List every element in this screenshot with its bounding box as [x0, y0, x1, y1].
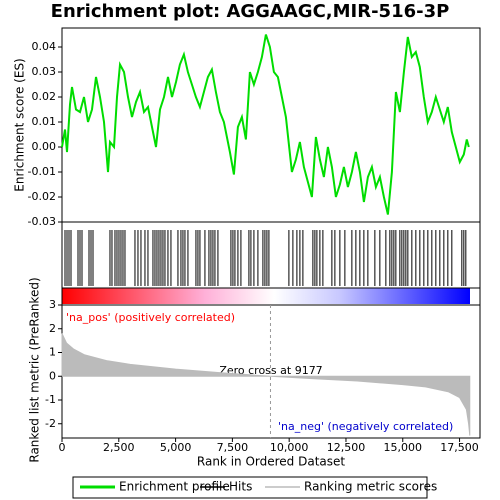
y-tick-label: -2	[45, 417, 56, 430]
legend-label: Enrichment profile	[119, 480, 230, 494]
y-axis-label: Enrichment score (ES)	[13, 58, 27, 191]
x-tick-label: 2,500	[103, 441, 135, 454]
x-tick-label: 15,000	[384, 441, 423, 454]
y-tick-label: 0.00	[32, 140, 57, 153]
y-tick-label: 0	[49, 369, 56, 382]
y-tick-label: 3	[49, 298, 56, 311]
metric-area	[61, 333, 471, 436]
legend-label: Ranking metric scores	[304, 480, 437, 494]
rank-gradient	[62, 288, 470, 304]
annotation: Zero cross at 9177	[219, 364, 322, 377]
x-tick-label: 17,500	[440, 441, 479, 454]
y-tick-label: 0.04	[32, 40, 57, 53]
y-axis-label: Ranked list metric (PreRanked)	[28, 277, 42, 462]
chart-title: Enrichment plot: AGGAAGC,MIR-516-3P	[51, 1, 450, 22]
y-tick-label: 0.02	[32, 90, 57, 103]
y-tick-label: 0.03	[32, 65, 57, 78]
y-tick-label: 1	[49, 346, 56, 359]
legend-label: Hits	[229, 480, 252, 494]
y-tick-label: 2	[49, 322, 56, 335]
annotation: 'na_neg' (negatively correlated)	[278, 420, 453, 433]
y-tick-label: -0.02	[28, 190, 56, 203]
es-line	[61, 34, 470, 215]
annotation: 'na_pos' (positively correlated)	[66, 311, 235, 324]
y-tick-label: -1	[45, 393, 56, 406]
x-tick-label: 7,500	[217, 441, 249, 454]
x-tick-label: 0	[59, 441, 66, 454]
legend	[72, 476, 428, 499]
x-tick-label: 10,000	[270, 441, 309, 454]
y-tick-label: -0.01	[28, 165, 56, 178]
y-tick-label: -0.03	[28, 215, 56, 228]
x-tick-label: 12,500	[327, 441, 366, 454]
x-axis-label: Rank in Ordered Dataset	[197, 455, 345, 469]
y-tick-label: 0.01	[32, 115, 57, 128]
x-tick-label: 5,000	[160, 441, 192, 454]
